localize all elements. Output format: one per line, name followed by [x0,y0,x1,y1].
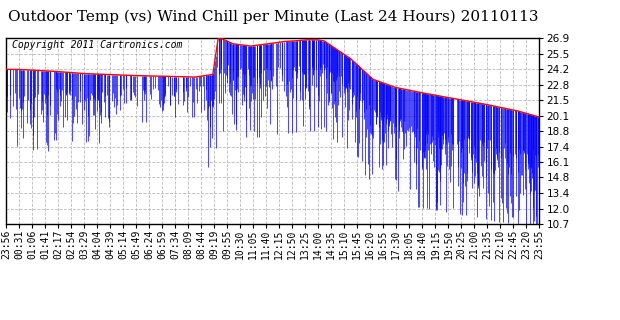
Text: Outdoor Temp (vs) Wind Chill per Minute (Last 24 Hours) 20110113: Outdoor Temp (vs) Wind Chill per Minute … [7,10,538,24]
Text: Copyright 2011 Cartronics.com: Copyright 2011 Cartronics.com [12,40,182,50]
